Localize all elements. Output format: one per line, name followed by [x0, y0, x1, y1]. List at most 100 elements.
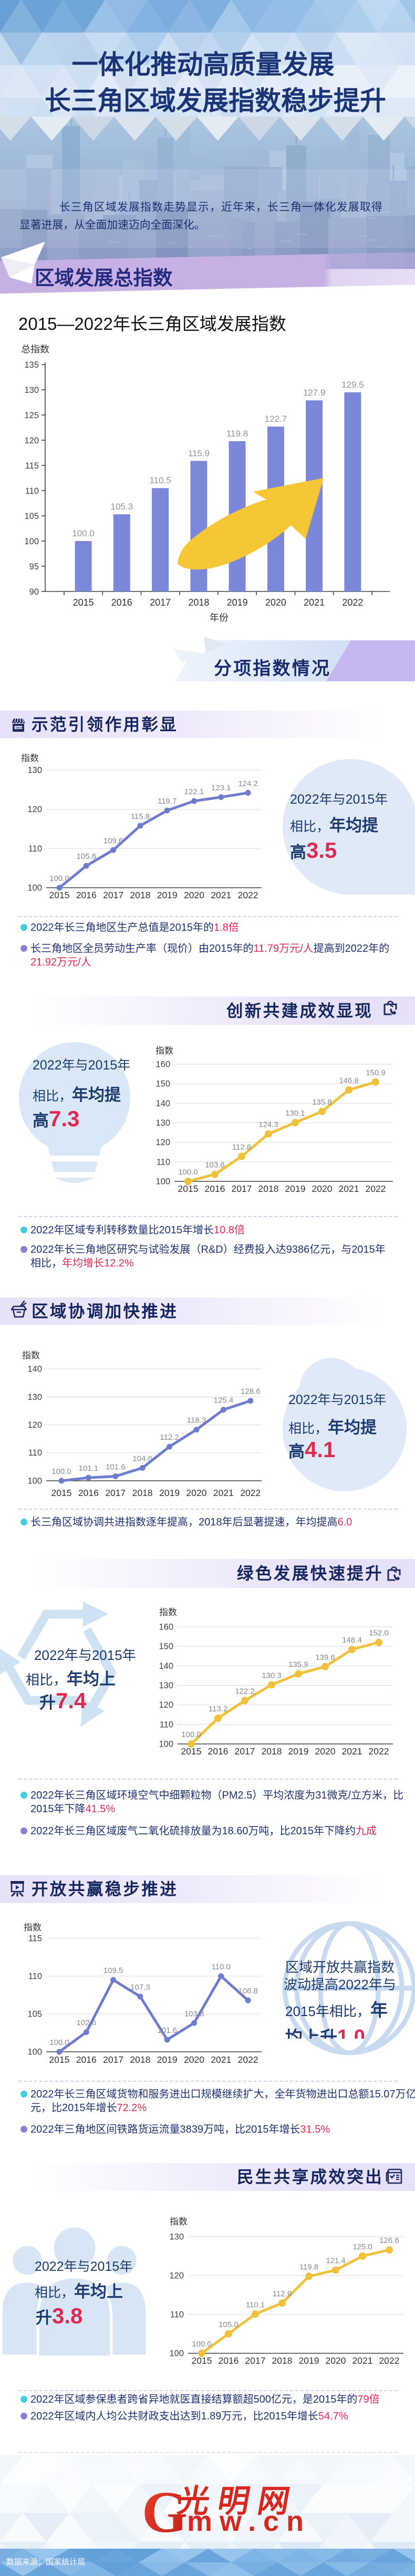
svg-text:125.4: 125.4	[214, 1396, 234, 1405]
svg-text:115: 115	[25, 461, 39, 471]
svg-text:2016: 2016	[205, 1183, 225, 1194]
svg-text:130: 130	[24, 386, 39, 395]
svg-text:指数: 指数	[22, 1351, 40, 1360]
svg-text:110.5: 110.5	[149, 475, 171, 485]
svg-text:2022: 2022	[342, 597, 363, 608]
svg-text:2015: 2015	[178, 1183, 199, 1194]
svg-text:100: 100	[169, 2349, 184, 2359]
svg-text:110: 110	[28, 1972, 42, 1981]
svg-text:年份: 年份	[210, 612, 229, 623]
svg-text:100.0: 100.0	[72, 528, 95, 538]
svg-text:2020: 2020	[312, 1183, 333, 1194]
svg-text:125: 125	[24, 411, 39, 420]
svg-text:100.0: 100.0	[49, 2038, 69, 2047]
svg-text:115.9: 115.9	[188, 448, 210, 458]
svg-text:2016: 2016	[76, 2054, 97, 2065]
svg-text:2021: 2021	[304, 597, 325, 608]
svg-text:119.7: 119.7	[158, 797, 177, 806]
svg-text:2019: 2019	[159, 1488, 180, 1498]
svg-text:130: 130	[159, 1681, 173, 1690]
svg-text:105.0: 105.0	[219, 2320, 238, 2329]
svg-text:2020: 2020	[315, 1746, 336, 1757]
svg-text:90: 90	[29, 587, 39, 597]
svg-text:160: 160	[159, 1623, 173, 1632]
svg-text:115.8: 115.8	[131, 812, 150, 821]
svg-text:2018: 2018	[130, 890, 150, 900]
svg-text:2017: 2017	[103, 890, 123, 900]
svg-text:2016: 2016	[219, 2355, 239, 2366]
svg-text:2015: 2015	[49, 2054, 70, 2065]
svg-text:2022: 2022	[369, 1746, 389, 1757]
svg-text:120: 120	[159, 1700, 173, 1710]
svg-text:2020: 2020	[186, 1488, 207, 1498]
svg-text:2018: 2018	[188, 597, 209, 608]
svg-text:2017: 2017	[245, 2355, 266, 2366]
svg-text:125.0: 125.0	[352, 2242, 372, 2251]
svg-text:110: 110	[25, 486, 39, 496]
svg-text:140: 140	[27, 1365, 42, 1374]
svg-text:2016: 2016	[208, 1746, 229, 1757]
svg-text:150: 150	[159, 1642, 173, 1651]
svg-text:2022: 2022	[240, 1488, 261, 1498]
svg-text:2021: 2021	[213, 1488, 234, 1498]
svg-text:120: 120	[24, 436, 39, 445]
svg-text:2022: 2022	[238, 890, 258, 900]
svg-text:119.8: 119.8	[226, 429, 248, 439]
svg-text:2020: 2020	[265, 597, 286, 608]
svg-text:122.1: 122.1	[184, 787, 204, 796]
svg-text:95: 95	[29, 562, 39, 572]
svg-text:110: 110	[157, 1157, 170, 1167]
svg-text:110.1: 110.1	[246, 2300, 265, 2309]
svg-text:130: 130	[27, 766, 42, 775]
svg-text:110: 110	[28, 844, 42, 854]
svg-text:2020: 2020	[326, 2355, 346, 2366]
svg-text:118.3: 118.3	[187, 1416, 206, 1425]
svg-text:110: 110	[160, 1720, 173, 1729]
svg-text:105: 105	[27, 2010, 42, 2019]
svg-text:光明网: 光明网	[175, 2483, 301, 2518]
svg-text:110: 110	[28, 1448, 42, 1458]
svg-text:105: 105	[24, 512, 39, 521]
svg-text:2018: 2018	[272, 2355, 293, 2366]
svg-text:指数: 指数	[21, 753, 39, 763]
svg-text:2022: 2022	[366, 1183, 386, 1194]
svg-text:148.4: 148.4	[342, 1636, 362, 1645]
svg-text:2021: 2021	[211, 890, 231, 900]
svg-text:130: 130	[155, 1118, 170, 1128]
svg-text:106.8: 106.8	[238, 1987, 258, 1996]
svg-text:126.6: 126.6	[379, 2236, 399, 2245]
svg-text:122.2: 122.2	[235, 1687, 255, 1696]
svg-text:123.1: 123.1	[211, 784, 231, 793]
svg-text:2020: 2020	[184, 890, 204, 900]
svg-text:指数: 指数	[155, 1046, 173, 1056]
svg-text:2021: 2021	[342, 1746, 362, 1757]
svg-text:104.6: 104.6	[132, 1455, 152, 1463]
svg-text:101.1: 101.1	[79, 1464, 99, 1473]
svg-text:2018: 2018	[132, 1488, 153, 1498]
svg-text:127.9: 127.9	[303, 388, 326, 398]
svg-text:101.6: 101.6	[106, 1463, 126, 1472]
svg-text:120: 120	[169, 2271, 184, 2281]
svg-text:150: 150	[155, 1079, 170, 1089]
svg-text:指数: 指数	[24, 1923, 42, 1933]
svg-text:105.6: 105.6	[77, 852, 97, 861]
svg-text:2016: 2016	[78, 1488, 99, 1498]
svg-text:135.8: 135.8	[312, 1098, 332, 1107]
svg-text:140: 140	[159, 1661, 173, 1671]
svg-text:2015: 2015	[73, 597, 94, 608]
svg-text:指数: 指数	[170, 2217, 188, 2227]
svg-text:103.8: 103.8	[184, 2009, 204, 2018]
svg-text:122.7: 122.7	[265, 414, 287, 424]
svg-text:160: 160	[155, 1060, 170, 1069]
svg-text:110.0: 110.0	[212, 1962, 231, 1971]
svg-text:2021: 2021	[339, 1183, 359, 1194]
svg-text:2015: 2015	[49, 890, 70, 900]
svg-text:2017: 2017	[150, 597, 171, 608]
svg-text:100.0: 100.0	[181, 1730, 201, 1739]
svg-text:2017: 2017	[232, 1183, 252, 1194]
svg-text:115: 115	[28, 1934, 42, 1944]
svg-text:100: 100	[24, 537, 39, 546]
svg-text:指数: 指数	[159, 1607, 177, 1617]
svg-text:130.1: 130.1	[285, 1109, 305, 1118]
svg-text:100.0: 100.0	[178, 1168, 198, 1177]
